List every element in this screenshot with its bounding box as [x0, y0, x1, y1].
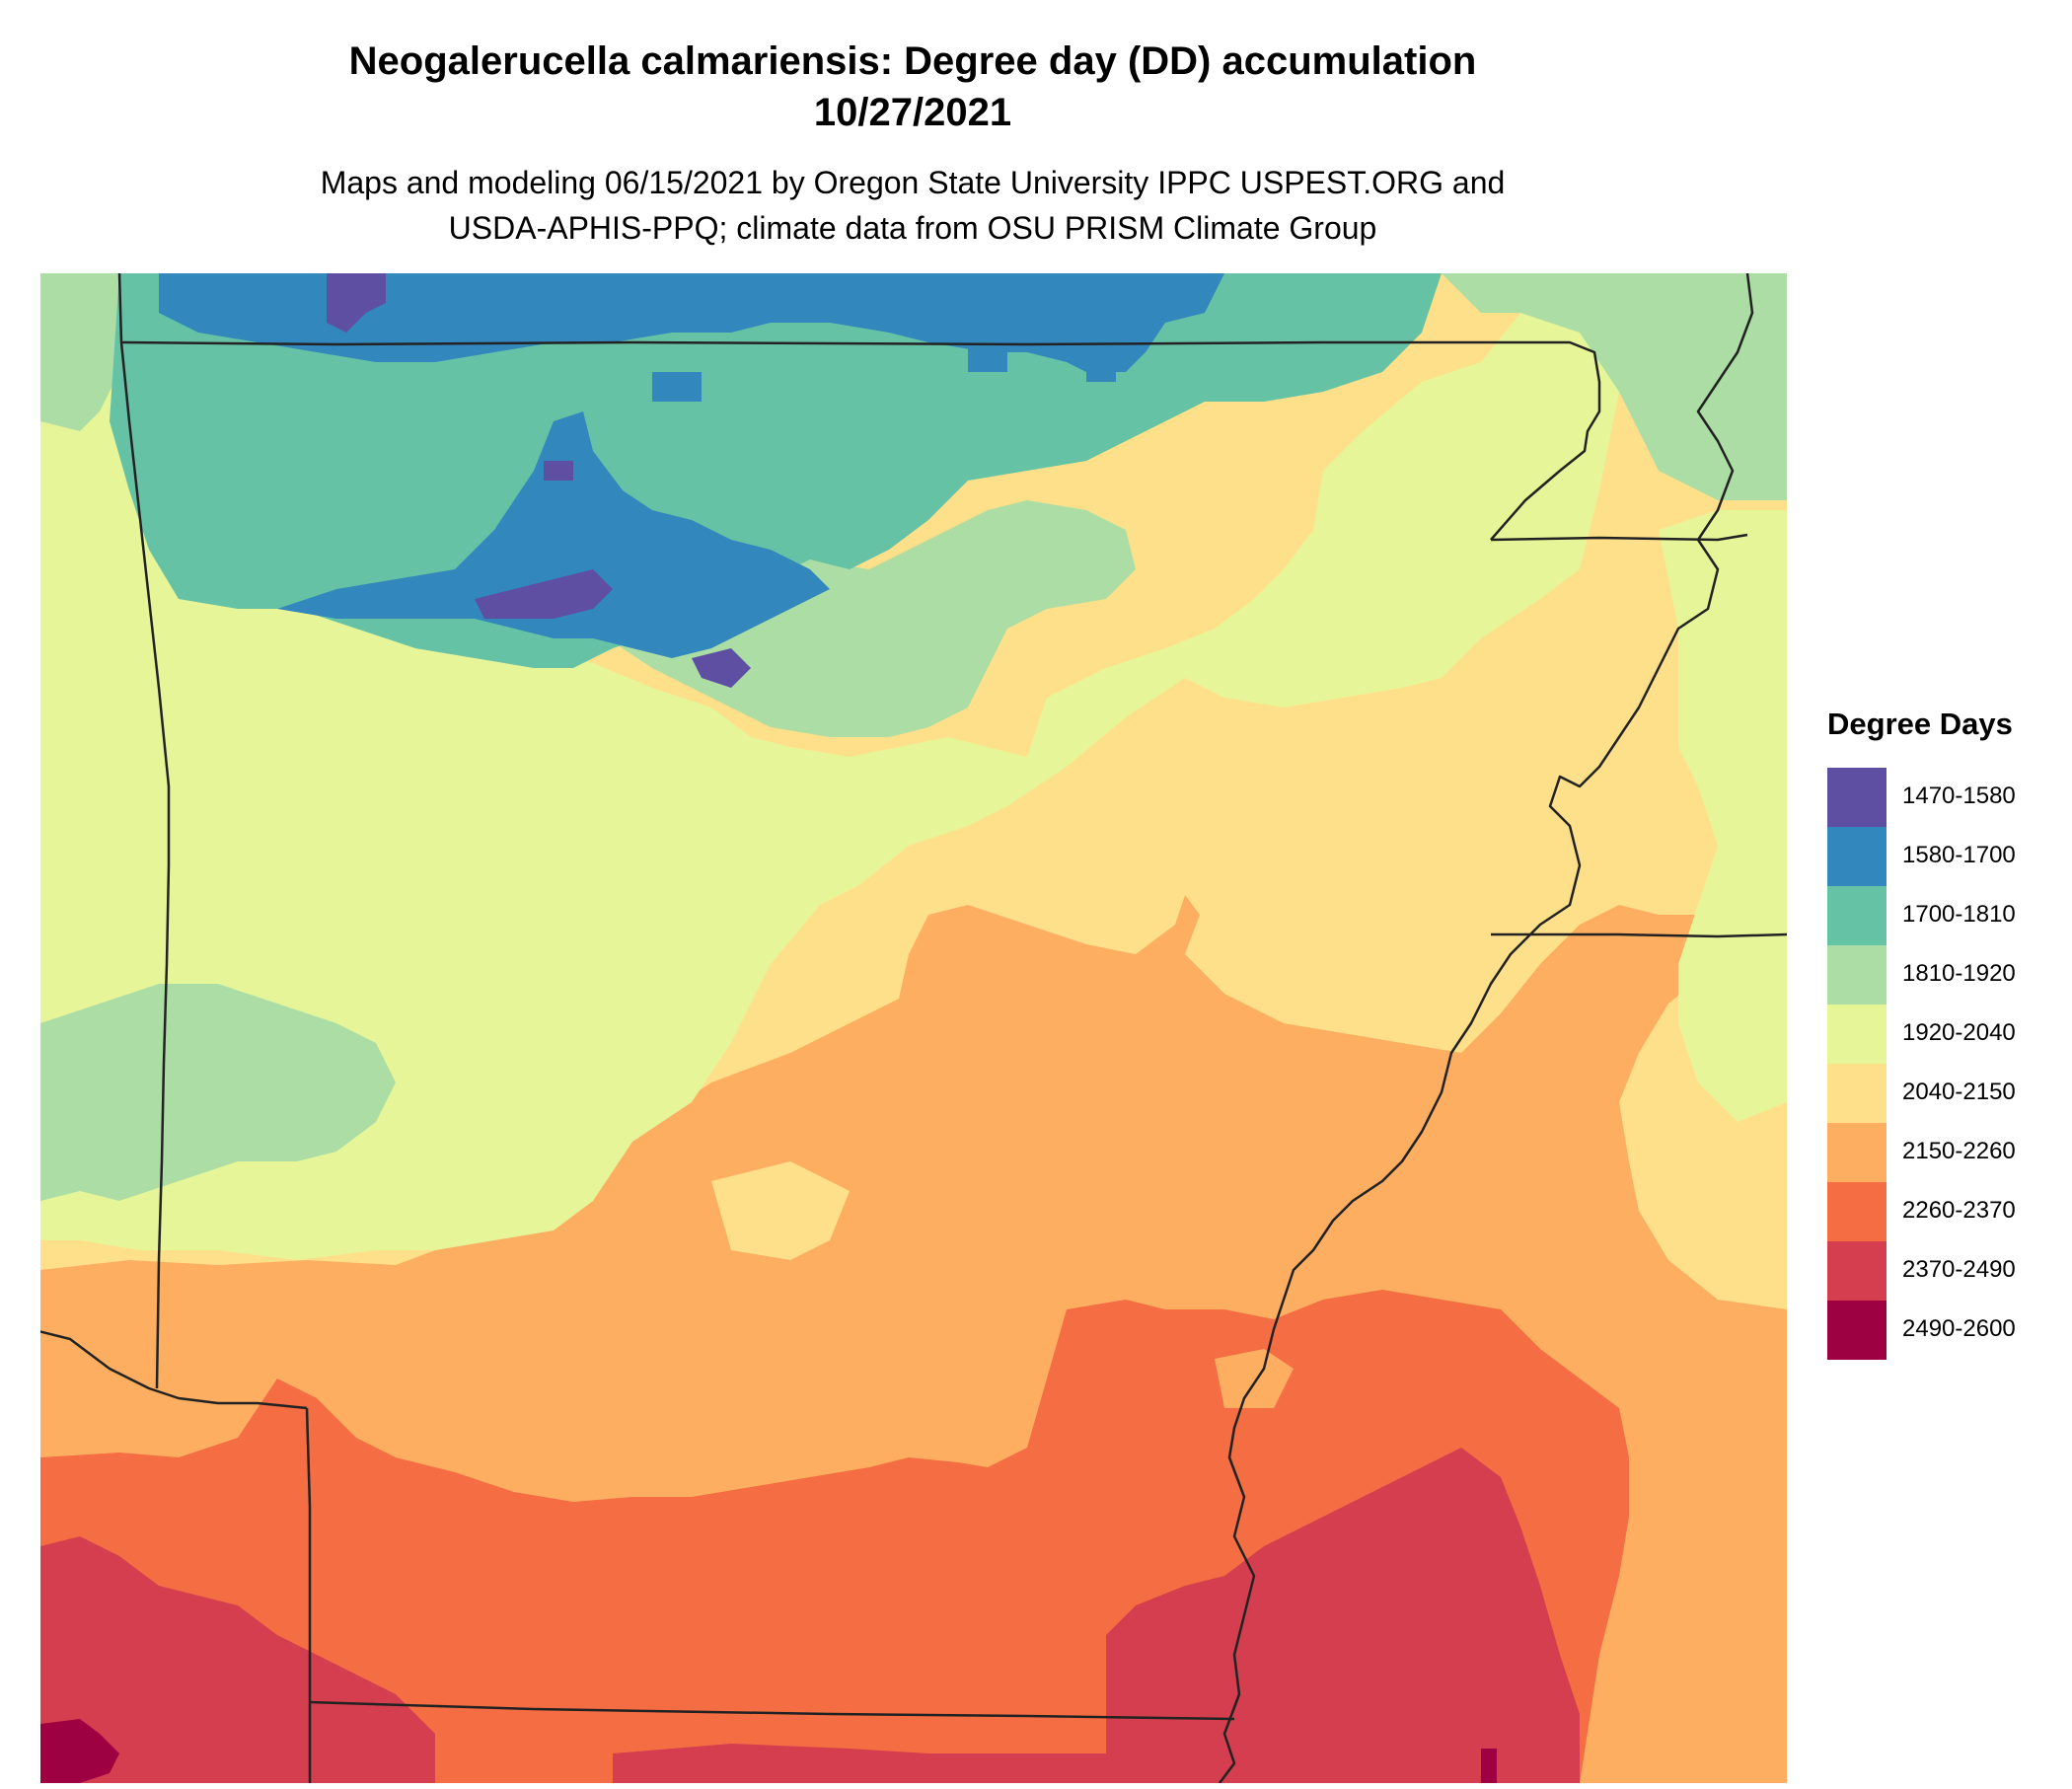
zone-1810-1920-northeast: [1442, 273, 1787, 500]
zone-1470-1580-center-2: [692, 648, 751, 688]
legend-item: 1700-1810: [1827, 886, 2064, 945]
legend-title: Degree Days: [1827, 707, 2013, 741]
zone-1920-2040-west: [40, 313, 1619, 1260]
zone-2370-2490-southeast: [1106, 1448, 1580, 1783]
zone-2490-2600-south: [1481, 1749, 1497, 1783]
zone-2370-2490-south-strip: [613, 1744, 1106, 1783]
legend-label: 1700-1810: [1902, 901, 2016, 928]
border-west: [117, 273, 171, 1389]
zone-1580-1700-center: [277, 411, 830, 658]
border-tennessee-mississippi: [1491, 932, 1787, 938]
legend-label: 2040-2150: [1902, 1079, 2016, 1105]
legend-item: 1810-1920: [1827, 945, 2064, 1005]
zone-1470-1580-patch: [544, 461, 573, 481]
border-mississippi-river: [1219, 273, 1754, 1783]
zone-1470-1580-center: [475, 569, 613, 619]
legend-item: 2370-2490: [1827, 1241, 2064, 1301]
legend-item: 1580-1700: [1827, 827, 2064, 886]
zone-1470-1580-north: [327, 273, 386, 333]
border-south: [309, 1700, 1235, 1721]
legend-swatch: [1827, 1064, 1887, 1123]
legend-item: 2260-2370: [1827, 1182, 2064, 1241]
zone-1920-2040-east: [1659, 510, 1787, 1122]
zone-1580-1700-patch-3: [652, 372, 702, 402]
legend-swatch: [1827, 886, 1887, 945]
legend-item: 1470-1580: [1827, 768, 2064, 827]
zone-2040-2150-interior: [711, 1161, 850, 1260]
legend-label: 2260-2370: [1902, 1197, 2016, 1224]
border-red-river: [40, 1330, 308, 1410]
legend-swatch: [1827, 1123, 1887, 1182]
border-missouri-bootheel: [1490, 533, 1748, 542]
zone-1810-1920-west: [40, 273, 119, 431]
border-texas-louisiana: [305, 1407, 312, 1783]
zone-2150-2260-south-patch: [1215, 1349, 1294, 1408]
legend-label: 2370-2490: [1902, 1256, 2016, 1283]
legend-swatch: [1827, 1005, 1887, 1064]
legend-label: 1810-1920: [1902, 960, 2016, 987]
degree-day-map: [40, 273, 1787, 1783]
map-title: Neogalerucella calmariensis: Degree day …: [0, 36, 1825, 138]
zone-1580-1700-patch: [1086, 362, 1116, 382]
map-subtitle: Maps and modeling 06/15/2021 by Oregon S…: [0, 160, 1825, 251]
title-line-2: 10/27/2021: [813, 91, 1012, 134]
zone-1580-1700-north: [159, 273, 1224, 372]
legend: Degree Days 1470-1580 1580-1700 1700-1810 1…: [1827, 707, 2016, 1360]
zone-2370-2490-southwest: [40, 1536, 435, 1783]
border-north: [120, 340, 1601, 541]
legend-label: 2490-2600: [1902, 1315, 2016, 1342]
legend-swatch: [1827, 768, 1887, 827]
legend-swatch: [1827, 1182, 1887, 1241]
zone-1810-1920-southwest-patch: [40, 984, 396, 1201]
zone-1580-1700-patch-2: [968, 342, 1007, 372]
title-line-1: Neogalerucella calmariensis: Degree day …: [348, 39, 1477, 83]
legend-swatch: [1827, 1241, 1887, 1301]
subtitle-line-2: USDA-APHIS-PPQ; climate data from OSU PR…: [448, 210, 1377, 246]
legend-label: 1470-1580: [1902, 783, 2016, 809]
legend-label: 1920-2040: [1902, 1019, 2016, 1046]
legend-item: 2490-2600: [1827, 1301, 2064, 1360]
subtitle-line-1: Maps and modeling 06/15/2021 by Oregon S…: [320, 165, 1506, 200]
legend-label: 2150-2260: [1902, 1138, 2016, 1164]
zone-2490-2600-southwest: [40, 1719, 119, 1783]
legend-swatch: [1827, 945, 1887, 1005]
legend-item: 1920-2040: [1827, 1005, 2064, 1064]
legend-swatch: [1827, 827, 1887, 886]
legend-swatch: [1827, 1301, 1887, 1360]
legend-item: 2150-2260: [1827, 1123, 2064, 1182]
legend-label: 1580-1700: [1902, 842, 2016, 868]
legend-item: 2040-2150: [1827, 1064, 2064, 1123]
